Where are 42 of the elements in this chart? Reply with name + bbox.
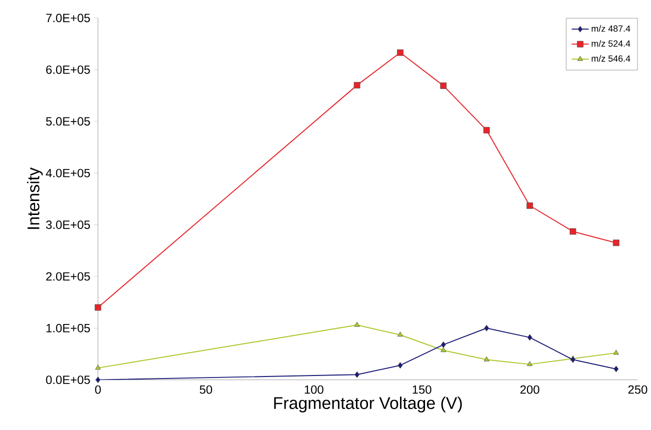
point: [526, 202, 533, 209]
point: [354, 372, 360, 378]
point: [613, 350, 619, 355]
x-tick-label: 0: [95, 385, 101, 394]
legend-label: m/z 487.4: [592, 25, 630, 32]
point: [397, 50, 404, 56]
y-tick-label: 1.0E+05: [46, 324, 90, 332]
y-tick-label: 2.0E+05: [46, 272, 90, 281]
legend-label: m/z 524.4: [592, 40, 630, 47]
point: [483, 127, 490, 134]
x-axis-title: Fragmentator Voltage (V): [274, 396, 462, 413]
y-tick-label: 0.0E+05: [46, 376, 90, 384]
y-tick-label: 4.0E+05: [46, 168, 90, 178]
point: [354, 322, 360, 327]
point: [570, 228, 576, 235]
point: [95, 364, 101, 370]
point: [96, 376, 100, 384]
point: [354, 82, 360, 88]
point: [527, 334, 532, 341]
point: [440, 82, 447, 89]
y-tick-label: 3.0E+05: [46, 220, 90, 230]
y-axis-title: Intensity: [26, 168, 43, 229]
point: [570, 356, 576, 363]
point: [484, 356, 490, 362]
point: [94, 304, 102, 311]
y-tick-label: 5.0E+05: [46, 117, 90, 126]
x-tick-label: 100: [304, 385, 324, 394]
point: [612, 240, 620, 246]
point: [440, 342, 446, 348]
point: [398, 362, 403, 369]
point: [614, 366, 619, 372]
x-tick-label: 250: [628, 385, 648, 394]
point: [484, 325, 490, 332]
y-tick-label: 7.0E+05: [46, 14, 90, 22]
point: [397, 332, 404, 337]
x-tick-label: 150: [412, 385, 432, 394]
y-tick-label: 6.0E+05: [46, 66, 90, 74]
x-tick-label: 200: [520, 385, 540, 394]
legend-label: m/z 546.4: [592, 55, 630, 62]
point: [526, 361, 533, 366]
point: [440, 347, 446, 352]
x-tick-label: 50: [200, 385, 212, 394]
